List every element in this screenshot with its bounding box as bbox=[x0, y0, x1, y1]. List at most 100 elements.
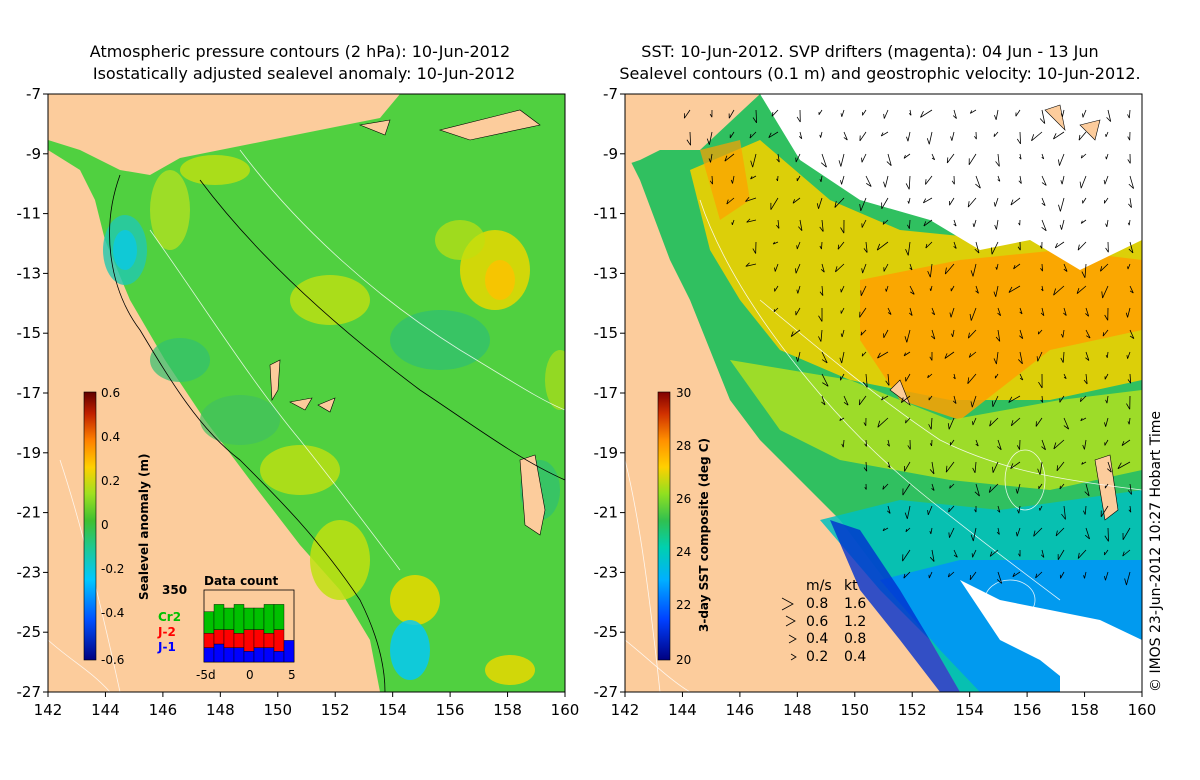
velocity-arrow bbox=[994, 109, 999, 120]
velocity-arrow bbox=[1104, 483, 1109, 489]
velocity-arrow bbox=[909, 307, 913, 316]
velocity-arrow bbox=[731, 219, 735, 226]
data-count-bar-cr2 bbox=[273, 604, 285, 630]
velocity-arrow bbox=[1063, 307, 1067, 316]
velocity-arrow bbox=[904, 505, 911, 519]
x-tick-label: 148 bbox=[206, 701, 235, 719]
left-map-area[interactable] bbox=[48, 94, 575, 692]
velocity-arrow bbox=[796, 241, 801, 250]
data-count-bar-j1 bbox=[203, 647, 215, 663]
velocity-arrow bbox=[1058, 197, 1065, 212]
velocity-arrow bbox=[929, 439, 933, 447]
velocity-arrow bbox=[1057, 549, 1065, 560]
y-tick-label: -23 bbox=[17, 563, 42, 581]
y-tick-label: -21 bbox=[17, 504, 42, 522]
y-tick-label: -21 bbox=[594, 504, 619, 522]
data-count-bar-j2 bbox=[263, 633, 275, 648]
velocity-arrow bbox=[975, 285, 979, 294]
velocity-arrow bbox=[1061, 505, 1066, 520]
velocity-arrow bbox=[1127, 153, 1131, 164]
velocity-arrow bbox=[909, 285, 915, 295]
velocity-arrow bbox=[931, 153, 936, 161]
x-tick-label: 154 bbox=[955, 701, 984, 719]
velocity-arrow bbox=[881, 395, 889, 401]
velocity-arrow bbox=[994, 219, 999, 230]
velocity-arrow bbox=[1105, 395, 1109, 404]
velocity-arrow bbox=[882, 219, 889, 225]
velocity-arrow bbox=[795, 307, 801, 316]
data-count-xtick: 5 bbox=[288, 668, 296, 682]
velocity-arrow bbox=[771, 109, 779, 117]
velocity-arrow bbox=[970, 395, 977, 408]
velocity-arrow bbox=[974, 131, 977, 140]
velocity-arrow bbox=[1104, 307, 1109, 321]
velocity-legend-row: 0.2 0.4 bbox=[790, 649, 866, 665]
velocity-arrow bbox=[1063, 263, 1068, 272]
x-tick-label: 150 bbox=[840, 701, 869, 719]
velocity-arrow bbox=[1080, 219, 1087, 224]
velocity-arrow bbox=[798, 131, 803, 140]
velocity-arrow bbox=[840, 109, 845, 117]
velocity-arrow bbox=[1121, 439, 1131, 446]
velocity-arrow bbox=[928, 417, 933, 430]
velocity-arrow bbox=[774, 263, 779, 272]
velocity-legend-ms: 0.2 bbox=[806, 649, 828, 665]
cb-tick-label: 0 bbox=[101, 518, 109, 532]
velocity-arrow bbox=[728, 109, 735, 119]
velocity-arrow bbox=[1122, 549, 1131, 557]
velocity-arrow bbox=[952, 109, 957, 119]
cb-tick-label: 0.6 bbox=[101, 386, 120, 400]
velocity-arrow bbox=[1016, 439, 1021, 450]
y-tick-label: -25 bbox=[17, 623, 42, 641]
velocity-arrow bbox=[972, 461, 977, 474]
velocity-arrow bbox=[1104, 373, 1109, 380]
velocity-arrow bbox=[795, 351, 801, 362]
velocity-arrow bbox=[953, 549, 958, 558]
velocity-arrow bbox=[859, 307, 867, 318]
velocity-arrow bbox=[1018, 351, 1023, 365]
x-tick-label: 144 bbox=[668, 701, 697, 719]
velocity-arrow bbox=[706, 131, 713, 145]
cb-tick-label: 20 bbox=[676, 653, 691, 667]
arrow-icon bbox=[781, 597, 794, 611]
cb-tick-label: 24 bbox=[676, 545, 691, 559]
velocity-arrow bbox=[776, 153, 780, 163]
velocity-arrow bbox=[1083, 373, 1088, 385]
velocity-arrow bbox=[790, 329, 801, 337]
right-map-area[interactable] bbox=[625, 94, 1142, 692]
y-tick-label: -15 bbox=[594, 324, 619, 342]
velocity-arrow bbox=[1128, 197, 1132, 208]
velocity-arrow bbox=[909, 263, 913, 271]
velocity-arrow bbox=[776, 219, 780, 229]
velocity-arrow bbox=[925, 175, 933, 185]
velocity-arrow bbox=[730, 175, 735, 184]
data-count-xtick: 0 bbox=[246, 668, 254, 682]
velocity-arrow bbox=[1008, 285, 1021, 293]
left-title-line1: Atmospheric pressure contours (2 hPa): 1… bbox=[90, 42, 510, 61]
velocity-arrow bbox=[858, 395, 867, 406]
velocity-arrow bbox=[950, 131, 955, 141]
arrow-icon bbox=[788, 634, 797, 644]
cb-tick-label: -0.6 bbox=[101, 653, 124, 667]
velocity-arrow bbox=[1041, 197, 1046, 207]
velocity-arrow bbox=[967, 329, 977, 339]
velocity-arrow bbox=[818, 329, 823, 342]
velocity-arrow bbox=[931, 483, 935, 491]
velocity-arrow bbox=[1018, 153, 1022, 160]
velocity-arrow bbox=[903, 351, 911, 357]
velocity-arrow bbox=[1129, 329, 1135, 339]
velocity-arrow bbox=[989, 417, 999, 427]
velocity-arrow bbox=[709, 175, 713, 185]
velocity-arrow bbox=[795, 153, 801, 163]
velocity-arrow bbox=[928, 571, 933, 579]
velocity-arrow bbox=[840, 307, 845, 314]
velocity-arrow bbox=[1039, 505, 1043, 511]
y-tick-label: -25 bbox=[594, 623, 619, 641]
velocity-arrow bbox=[1081, 109, 1087, 118]
new-guinea-land bbox=[48, 94, 400, 175]
velocity-arrow bbox=[772, 241, 779, 245]
velocity-arrow bbox=[1040, 307, 1045, 317]
velocity-arrow bbox=[1041, 285, 1044, 292]
velocity-legend-kt: 1.2 bbox=[844, 614, 866, 630]
velocity-arrow bbox=[922, 197, 933, 204]
